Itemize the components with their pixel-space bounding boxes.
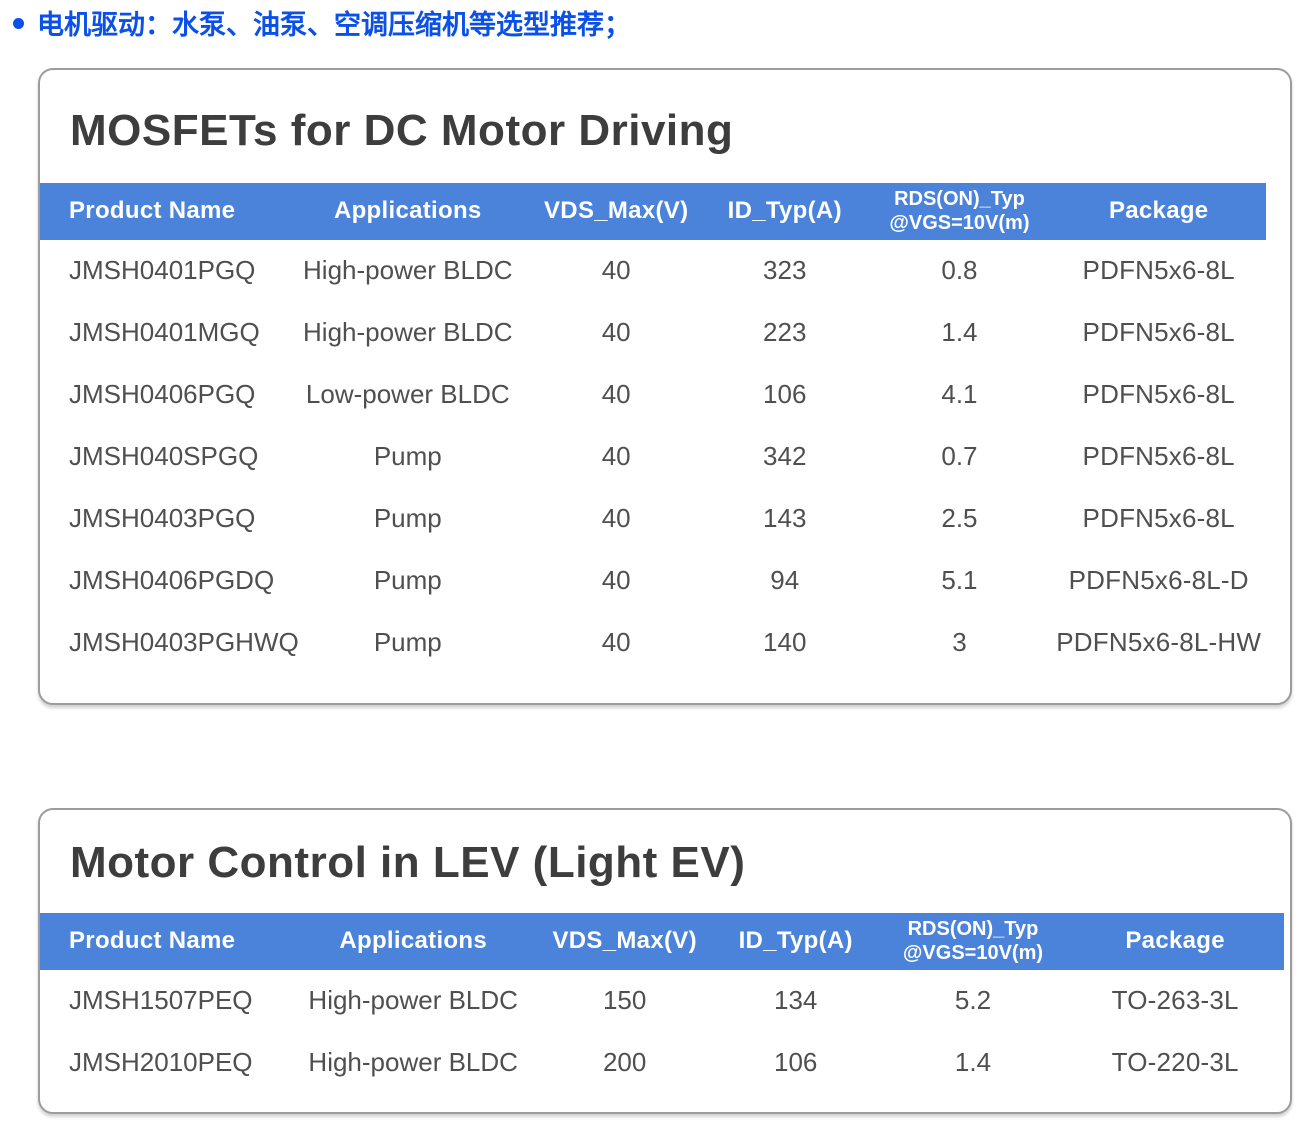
table-cell: High-power BLDC [303,317,513,348]
column-header: Product Name [40,912,289,970]
table-cell: 342 [763,441,807,472]
table-cell: 40 [601,255,631,286]
table-cell: TO-263-3L [1111,985,1239,1016]
header-row: Product Name Applications VDS_Max(V) ID_Typ… [40,912,1284,970]
table-cell: PDFN5x6-8L [1082,255,1235,286]
lev-motor-table: Product Name Applications VDS_Max(V) ID_Typ… [40,912,1284,1094]
table-cell: High-power BLDC [308,985,518,1016]
table-cell: 0.7 [941,441,978,472]
table-cell: 40 [601,627,631,658]
table-cell: JMSH040SPGQ [69,441,259,472]
table-cell: High-power BLDC [303,255,513,286]
table-cell: Pump [373,441,442,472]
table-cell: Pump [373,503,442,534]
table-cell: High-power BLDC [308,1047,518,1078]
table-cell: 4.1 [941,379,978,410]
bullet-text: 电机驱动：水泵、油泵、空调压缩机等选型推荐； [37,10,631,40]
table-row: JMSH0401MGQ High-power BLDC 40 223 1.4 PDFN5x… [40,302,1266,364]
table-cell: JMSH0406PGDQ [69,565,275,596]
table-cell: 94 [770,565,800,596]
column-header: ID_Typ(A) [702,182,868,240]
table-cell: JMSH1507PEQ [69,985,253,1016]
column-header: VDS_Max(V) [530,182,702,240]
column-header: VDS_Max(V) [537,912,712,970]
column-header: RDS(ON)_Typ @VGS=10V(m) [879,912,1067,970]
table-row: JMSH1507PEQ High-power BLDC 150 134 5.2 TO-26… [40,970,1284,1032]
table-row: JMSH0406PGQ Low-power BLDC 40 106 4.1 PDFN5x6… [40,364,1266,426]
table-cell: Pump [373,627,442,658]
table-cell: 1.4 [941,317,978,348]
table-cell: 40 [601,503,631,534]
table-cell: JMSH0403PGQ [69,503,256,534]
table-cell: 0.8 [941,255,978,286]
table-cell: 40 [601,379,631,410]
table-cell: Pump [373,565,442,596]
table-cell: 140 [763,627,807,658]
card-lev-motor-control: Motor Control in LEV (Light EV) Product … [38,808,1292,1114]
table-cell: 223 [763,317,807,348]
table-cell: JMSH0401PGQ [69,255,256,286]
column-header: Applications [285,182,531,240]
table-cell: PDFN5x6-8L-HW [1056,627,1262,658]
column-header: RDS(ON)_Typ @VGS=10V(m) [867,182,1052,240]
table-cell: 106 [763,379,807,410]
table-cell: 106 [774,1047,818,1078]
table-cell: JMSH0406PGQ [69,379,256,410]
column-header: Product Name [40,182,286,240]
table-cell: JMSH0401MGQ [69,317,260,348]
table-cell: 40 [601,317,631,348]
table-cell: JMSH0403PGHWQ [69,627,299,658]
table-cell: 5.1 [941,565,978,596]
table-cell: Low-power BLDC [305,379,510,410]
table-cell: PDFN5x6-8L-D [1068,565,1249,596]
bullet-icon [13,18,24,29]
table-row: JMSH0403PGHWQ Pump 40 140 3 PDFN5x6-8L-HW [40,612,1266,674]
table-cell: 40 [601,441,631,472]
table-cell: PDFN5x6-8L [1082,317,1235,348]
table-row: JMSH0406PGDQ Pump 40 94 5.1 PDFN5x6-8L-D [40,550,1266,612]
table-title-lev: Motor Control in LEV (Light EV) [70,838,746,887]
table-cell: PDFN5x6-8L [1082,503,1235,534]
header-row: Product Name Applications VDS_Max(V) ID_Typ… [40,182,1266,240]
card-dc-motor-driving: MOSFETs for DC Motor Driving Product Nam… [38,68,1292,705]
column-header: Package [1051,182,1266,240]
table-cell: 134 [774,985,818,1016]
table-title-dc-motor: MOSFETs for DC Motor Driving [70,106,734,155]
table-row: JMSH0401PGQ High-power BLDC 40 323 0.8 PDFN5x… [40,240,1266,302]
table-cell: PDFN5x6-8L [1082,441,1235,472]
column-header: Package [1066,912,1284,970]
dc-motor-table: Product Name Applications VDS_Max(V) ID_Typ… [40,182,1266,674]
table-cell: JMSH2010PEQ [69,1047,253,1078]
table-cell: 323 [763,255,807,286]
table-cell: 2.5 [941,503,978,534]
table-cell: TO-220-3L [1111,1047,1239,1078]
table-cell: 200 [602,1047,647,1078]
table-cell: 1.4 [954,1047,992,1078]
table-cell: 150 [602,985,647,1016]
bullet-line: 电机驱动：水泵、油泵、空调压缩机等选型推荐； [13,3,631,42]
table-cell: 3 [952,627,967,658]
table-row: JMSH0403PGQ Pump 40 143 2.5 PDFN5x6-8L [40,488,1266,550]
table-row: JMSH2010PEQ High-power BLDC 200 106 1.4 TO-22… [40,1032,1284,1094]
table-cell: 5.2 [954,985,992,1016]
table-cell: PDFN5x6-8L [1082,379,1235,410]
column-header: Applications [288,912,538,970]
table-row: JMSH040SPGQ Pump 40 342 0.7 PDFN5x6-8L [40,426,1266,488]
table-cell: 40 [601,565,631,596]
table-cell: 143 [763,503,807,534]
column-header: ID_Typ(A) [711,912,880,970]
